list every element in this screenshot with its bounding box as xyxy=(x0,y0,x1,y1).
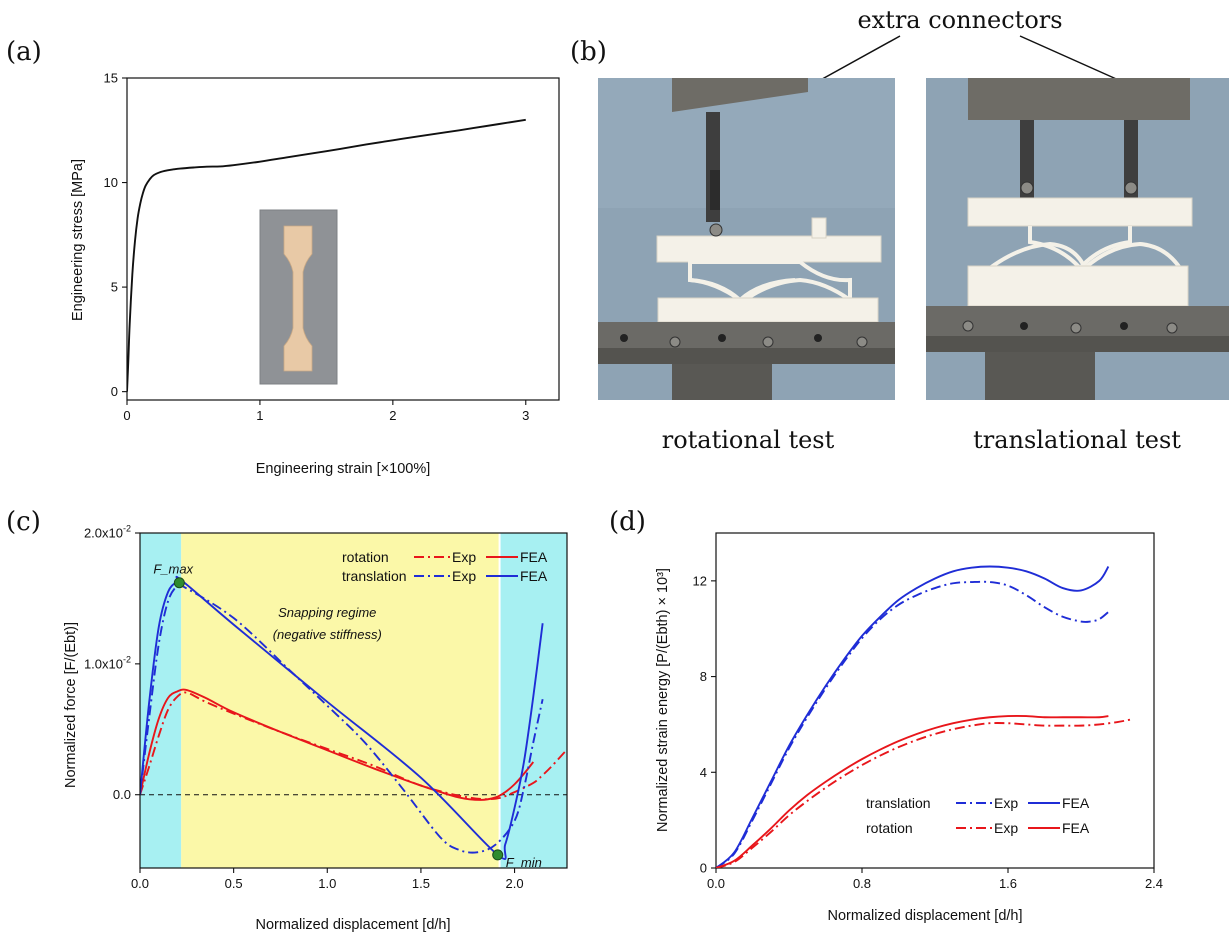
xtick-label-c-1: 0.5 xyxy=(225,876,243,891)
xtick-label-d-1: 0.8 xyxy=(853,876,871,891)
panel-label-b: (b) xyxy=(570,37,607,67)
xtick-label-a-3: 3 xyxy=(522,408,529,423)
annotation-arrow-right xyxy=(1019,35,1133,87)
legend-exp-label-d-translation: Exp xyxy=(994,795,1018,811)
xtick-label-a-2: 2 xyxy=(389,408,396,423)
panel-c-force-displacement: 0.0 0.5 1.0 1.5 2.0 0.0 1.0x10-2 2.0x10-2 F_max… xyxy=(63,524,568,932)
xtick-label-a-0: 0 xyxy=(123,408,130,423)
panel-c-xlabel: Normalized displacement [d/h] xyxy=(255,917,450,932)
ytick-label-c-2: 2.0x10-2 xyxy=(84,524,131,541)
series-line-c-rotation-fea xyxy=(140,688,535,801)
series-line-a-0 xyxy=(127,118,526,392)
panel-label-d: (d) xyxy=(609,507,646,537)
series-line-c-rotation-exp xyxy=(140,691,566,801)
marker-f-min xyxy=(492,849,504,861)
xtick-label-c-4: 2.0 xyxy=(506,876,524,891)
xtick-label-d-2: 1.6 xyxy=(999,876,1017,891)
legend-exp-label-c-translation: Exp xyxy=(452,568,476,584)
series-line-d-rotation-exp xyxy=(716,718,1131,868)
panel-label-a: (a) xyxy=(6,37,42,67)
translational-test-photo xyxy=(926,78,1229,400)
panel-d-strain-energy: 0.0 0.8 1.6 2.4 0 4 8 12 translation Exp FEA rotat… xyxy=(655,532,1163,924)
legend-label-d-rotation: rotation xyxy=(866,820,913,836)
annotation-f-min: F_min xyxy=(506,855,542,870)
xtick-label-c-0: 0.0 xyxy=(131,876,149,891)
panel-d-xlabel: Normalized displacement [d/h] xyxy=(827,908,1022,924)
ytick-label-c-1: 1.0x10-2 xyxy=(84,654,131,671)
legend-fea-label-d-rotation: FEA xyxy=(1062,820,1090,836)
ytick-label-d-1: 4 xyxy=(700,765,707,780)
series-line-c-translation-fea xyxy=(140,575,544,861)
ytick-label-a-0: 0 xyxy=(111,384,118,399)
region-yellow-1 xyxy=(181,533,500,868)
xtick-label-c-2: 1.0 xyxy=(318,876,336,891)
panel-label-c: (c) xyxy=(6,507,41,537)
ytick-label-d-3: 12 xyxy=(693,573,707,588)
specimen-inset-photo xyxy=(259,209,338,385)
ytick-label-c-0: 0.0 xyxy=(113,787,131,802)
panel-c-ylabel: Normalized force [F/(Ebt)] xyxy=(63,622,79,788)
series-line-c-translation-exp xyxy=(140,581,544,854)
panel-d-ylabel: Normalized strain energy [P/(Ebth) × 10³… xyxy=(655,568,671,832)
legend-fea-label-d-translation: FEA xyxy=(1062,795,1090,811)
panel-b-test-photos: extra connectors xyxy=(598,6,1229,454)
extra-connectors-annotation: extra connectors xyxy=(857,6,1062,34)
ytick-label-a-1: 5 xyxy=(111,280,118,295)
xtick-label-d-0: 0.0 xyxy=(707,876,725,891)
annotation-snapping-3: (negative stiffness) xyxy=(273,627,382,642)
legend-label-c-rotation: rotation xyxy=(342,549,389,565)
panel-a-ylabel: Engineering stress [MPa] xyxy=(70,159,86,321)
panel-a-stress-strain: 0 1 2 3 0 5 10 15 Engineering strain [×100%] En… xyxy=(70,71,560,477)
marker-f-max xyxy=(173,577,185,589)
legend-label-d-translation: translation xyxy=(866,795,931,811)
legend-fea-label-c-rotation: FEA xyxy=(520,549,548,565)
series-line-d-rotation-fea xyxy=(716,714,1109,868)
annotation-snapping-2: Snapping regime xyxy=(278,605,376,620)
rotational-test-photo xyxy=(598,78,895,400)
legend-exp-label-d-rotation: Exp xyxy=(994,820,1018,836)
xtick-label-c-3: 1.5 xyxy=(412,876,430,891)
ytick-label-a-2: 10 xyxy=(104,175,118,190)
panel-a-xlabel: Engineering strain [×100%] xyxy=(256,461,431,477)
ytick-label-d-2: 8 xyxy=(700,669,707,684)
series-line-d-translation-fea xyxy=(716,565,1110,868)
panel-c-frame xyxy=(139,532,568,869)
xtick-label-d-3: 2.4 xyxy=(1145,876,1163,891)
legend-fea-label-c-translation: FEA xyxy=(520,568,548,584)
ytick-label-a-3: 15 xyxy=(104,71,118,86)
legend-label-c-translation: translation xyxy=(342,568,407,584)
annotation-f-max: F_max xyxy=(153,562,193,577)
rotational-test-caption: rotational test xyxy=(662,426,835,454)
legend-exp-label-c-rotation: Exp xyxy=(452,549,476,565)
series-line-d-translation-exp xyxy=(716,580,1109,868)
translational-test-caption: translational test xyxy=(973,426,1181,454)
ytick-label-d-0: 0 xyxy=(700,861,707,876)
xtick-label-a-1: 1 xyxy=(256,408,263,423)
panel-a-frame xyxy=(126,77,560,401)
